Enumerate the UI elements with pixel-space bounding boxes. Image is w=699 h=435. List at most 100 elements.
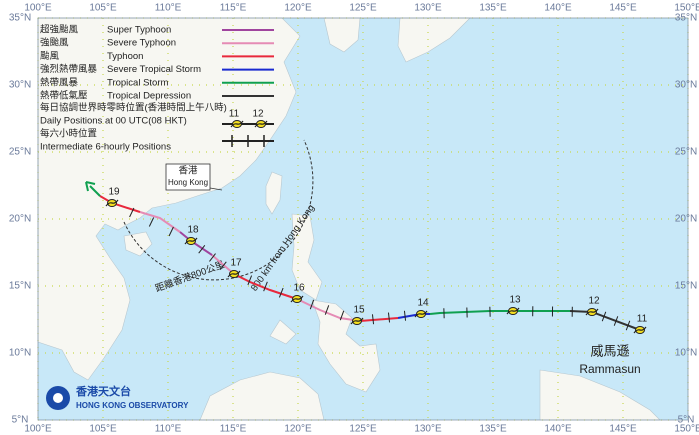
six-hourly-tick xyxy=(278,287,284,298)
daily-sample-day: 11 xyxy=(229,109,240,120)
lon-label-bottom: 145°E xyxy=(609,424,637,435)
day-label: 17 xyxy=(230,258,242,269)
lon-label-top: 150°E xyxy=(674,3,699,14)
lat-label-right: 15°N xyxy=(675,281,697,292)
lat-label-right: 30°N xyxy=(675,80,697,91)
hong-kong-box: 香港 Hong Kong xyxy=(165,163,223,191)
legend-en: Super Typhoon xyxy=(107,25,171,36)
storm-name-zh: 威馬遜 xyxy=(590,343,629,358)
day-label: 19 xyxy=(108,187,120,198)
daily-position-swirl xyxy=(230,120,244,128)
lon-label-top: 140°E xyxy=(544,3,572,14)
lat-label-right: 25°N xyxy=(675,147,697,158)
lon-label-top: 105°E xyxy=(89,3,117,14)
day-label: 16 xyxy=(293,283,305,294)
lon-label-top: 125°E xyxy=(349,3,377,14)
lon-label-bottom: 115°E xyxy=(220,424,247,435)
six-hourly-tick xyxy=(339,310,345,321)
hk-pointer xyxy=(209,187,223,191)
daily-sample-day: 12 xyxy=(252,109,264,120)
six-hourly-tick xyxy=(129,207,135,218)
daily-position-swirl xyxy=(414,310,428,318)
legend: 超強颱風 Super Typhoon 強颱風 Severe Typhoon 颱風 Typh… xyxy=(40,24,274,153)
six-hourly-tick xyxy=(601,311,607,322)
six-hourly-tick xyxy=(387,312,391,323)
daily-position-swirl xyxy=(184,237,198,245)
storm-name-en: Rammasun xyxy=(579,362,640,376)
mainland xyxy=(37,17,301,381)
day-label: 14 xyxy=(417,298,429,309)
lon-label-bottom: 110°E xyxy=(155,424,182,435)
day-label: 15 xyxy=(353,305,365,316)
palawan xyxy=(269,319,297,345)
lon-label-bottom: 130°E xyxy=(414,424,442,435)
legend-en: Tropical Depression xyxy=(107,91,191,102)
daily-position-swirl xyxy=(506,307,520,315)
lat-label-left: 30°N xyxy=(9,80,31,91)
lon-label-bottom: 120°E xyxy=(284,424,312,435)
six-hourly-tick xyxy=(209,253,216,262)
lat-label-left: 20°N xyxy=(9,214,31,225)
lon-label-bottom: 105°E xyxy=(89,424,117,435)
lon-label-top: 145°E xyxy=(609,3,637,14)
intermediate-zh: 每六小時位置 xyxy=(40,128,97,140)
lat-label-right: 20°N xyxy=(675,214,697,225)
six-hourly-tick xyxy=(403,310,407,321)
day-label: 13 xyxy=(509,295,521,306)
six-hourly-tick xyxy=(371,314,375,325)
lat-label-left: 15°N xyxy=(9,281,31,292)
land xyxy=(37,17,661,421)
track-segment xyxy=(359,317,399,322)
legend-en: Tropical Storm xyxy=(107,77,168,88)
logo-en: HONG KONG OBSERVATORY xyxy=(76,401,189,410)
lon-label-top: 120°E xyxy=(284,3,312,14)
daily-position-swirl xyxy=(227,270,241,278)
legend-zh: 強颱風 xyxy=(40,37,69,49)
daily-position-swirl xyxy=(105,199,119,207)
six-hourly-tick xyxy=(263,281,268,292)
daily-zh: 每日協調世界時零時位置(香港時間上午八時) xyxy=(40,102,227,114)
legend-en: Typhoon xyxy=(107,51,143,62)
six-hourly-tick xyxy=(148,217,155,227)
six-hourly-tick xyxy=(168,226,174,237)
lon-label-bottom: 150°E xyxy=(674,424,699,435)
day-label: 11 xyxy=(637,314,648,325)
daily-position-swirl xyxy=(254,120,268,128)
lon-label-top: 115°E xyxy=(220,3,247,14)
range-arc xyxy=(123,139,314,281)
daily-position-swirl xyxy=(350,317,364,325)
lon-label-bottom: 100°E xyxy=(24,424,52,435)
legend-zh: 熱帶風暴 xyxy=(40,76,79,88)
storm-track: 11 12 13 14 15 16 17 18 19 xyxy=(85,181,648,334)
track-segment xyxy=(233,273,298,300)
lat-label-left: 5°N xyxy=(12,415,29,426)
six-hourly-tick xyxy=(625,320,631,331)
lon-label-bottom: 140°E xyxy=(544,424,572,435)
lon-label-top: 135°E xyxy=(479,3,507,14)
lon-label-top: 100°E xyxy=(24,3,52,14)
legend-zh: 颱風 xyxy=(40,51,60,62)
daily-position-swirl xyxy=(585,308,599,316)
map-frame xyxy=(37,17,689,421)
lat-label-left: 25°N xyxy=(9,147,31,158)
track-segment xyxy=(89,185,101,197)
legend-zh: 強烈熱帶風暴 xyxy=(40,63,98,75)
legend-en: Severe Typhoon xyxy=(107,38,176,49)
logo-emblem-core xyxy=(53,393,63,403)
daily-position-swirl xyxy=(633,326,647,334)
six-hourly-tick xyxy=(613,316,619,326)
luzon xyxy=(291,213,323,301)
day-label: 18 xyxy=(187,225,199,236)
daily-position-swirl xyxy=(290,295,304,303)
taiwan xyxy=(265,171,283,215)
legend-en: Severe Tropical Storm xyxy=(107,64,201,75)
lon-label-top: 110°E xyxy=(155,3,182,14)
daily-en: Daily Positions at 00 UTC(08 HKT) xyxy=(40,116,187,127)
six-hourly-tick xyxy=(247,275,253,286)
six-hourly-tick xyxy=(219,261,227,271)
hk-label-zh: 香港 xyxy=(178,165,198,177)
lat-label-right: 10°N xyxy=(675,348,697,359)
hk-box xyxy=(165,163,211,191)
six-hourly-tick xyxy=(198,244,206,254)
